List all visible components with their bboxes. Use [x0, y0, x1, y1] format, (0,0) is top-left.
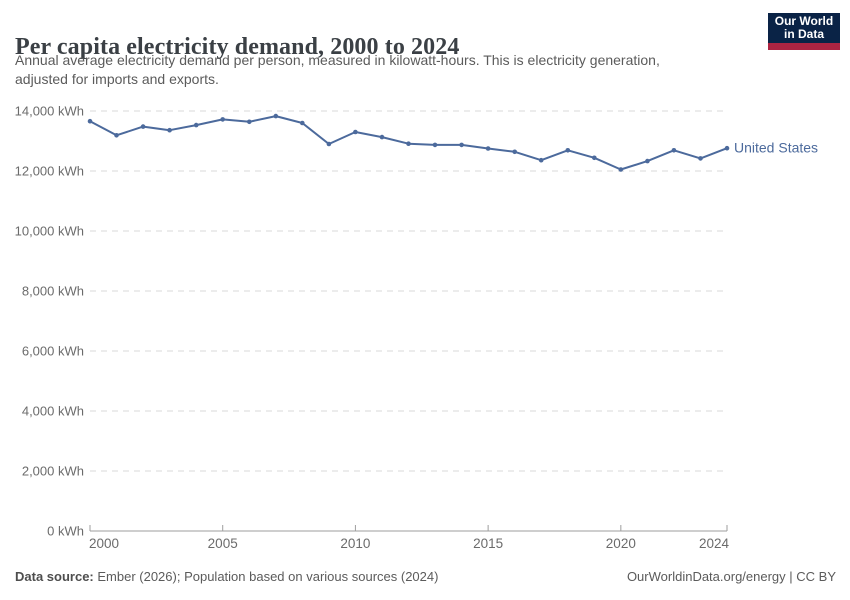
- data-point[interactable]: [538, 157, 544, 163]
- data-point[interactable]: [326, 141, 332, 147]
- license-note[interactable]: OurWorldinData.org/energy | CC BY: [626, 569, 836, 584]
- owid-logo-text: Our World in Data: [768, 13, 840, 43]
- data-point[interactable]: [379, 134, 385, 140]
- data-source-label: Data source:: [15, 569, 94, 584]
- x-tick-label: 2000: [89, 536, 119, 551]
- y-tick-label: 6,000 kWh: [22, 344, 84, 359]
- y-tick-label: 10,000 kWh: [15, 224, 84, 239]
- data-point[interactable]: [512, 149, 517, 155]
- y-tick-label: 12,000 kWh: [15, 164, 84, 179]
- data-point[interactable]: [724, 145, 730, 151]
- data-point[interactable]: [459, 142, 464, 148]
- chart-footer: Data source: Ember (2026); Population ba…: [15, 568, 836, 585]
- page-title: Per capita electricity demand, 2000 to 2…: [15, 34, 460, 61]
- owid-logo-stripe: [768, 43, 840, 50]
- data-point[interactable]: [565, 148, 571, 153]
- x-tick-label: 2020: [606, 536, 636, 551]
- data-point[interactable]: [87, 118, 93, 124]
- chart-subtitle-line-2: adjusted for imports and exports.: [15, 71, 219, 87]
- data-point[interactable]: [114, 133, 119, 138]
- data-point[interactable]: [671, 148, 677, 153]
- data-point[interactable]: [220, 117, 225, 122]
- data-point[interactable]: [300, 120, 305, 126]
- y-tick-label: 14,000 kWh: [15, 104, 84, 119]
- y-tick-label: 8,000 kWh: [22, 284, 84, 299]
- data-point[interactable]: [432, 142, 438, 148]
- x-tick-label: 2005: [208, 536, 238, 551]
- data-point[interactable]: [167, 127, 172, 133]
- data-source-note: Data source: Ember (2026); Population ba…: [15, 568, 438, 585]
- data-point[interactable]: [353, 129, 358, 135]
- y-tick-label: 2,000 kWh: [22, 464, 84, 479]
- data-point[interactable]: [273, 113, 279, 119]
- chart-subtitle-line-1: Annual average electricity demand per pe…: [15, 52, 660, 68]
- owid-logo[interactable]: Our World in Data: [768, 13, 840, 50]
- x-tick-label: 2024: [699, 536, 730, 551]
- data-point[interactable]: [140, 124, 146, 129]
- y-tick-label: 0 kWh: [47, 524, 84, 539]
- data-point[interactable]: [247, 119, 252, 125]
- data-point[interactable]: [592, 155, 597, 161]
- chart-subtitle: Annual average electricity demand per pe…: [15, 51, 727, 89]
- data-point[interactable]: [193, 122, 199, 128]
- data-point[interactable]: [698, 156, 703, 161]
- y-tick-label: 4,000 kWh: [22, 404, 84, 419]
- owid-logo-line-1: Our World: [774, 13, 834, 28]
- data-point[interactable]: [618, 167, 624, 172]
- x-tick-label: 2010: [340, 536, 370, 551]
- data-point[interactable]: [406, 141, 411, 146]
- series-end-label[interactable]: United States: [734, 140, 818, 156]
- data-source-text: Ember (2026); Population based on variou…: [93, 569, 439, 584]
- data-point[interactable]: [485, 146, 491, 151]
- x-tick-label: 2015: [473, 536, 503, 551]
- data-point[interactable]: [645, 158, 650, 164]
- owid-logo-line-2: in Data: [783, 27, 824, 41]
